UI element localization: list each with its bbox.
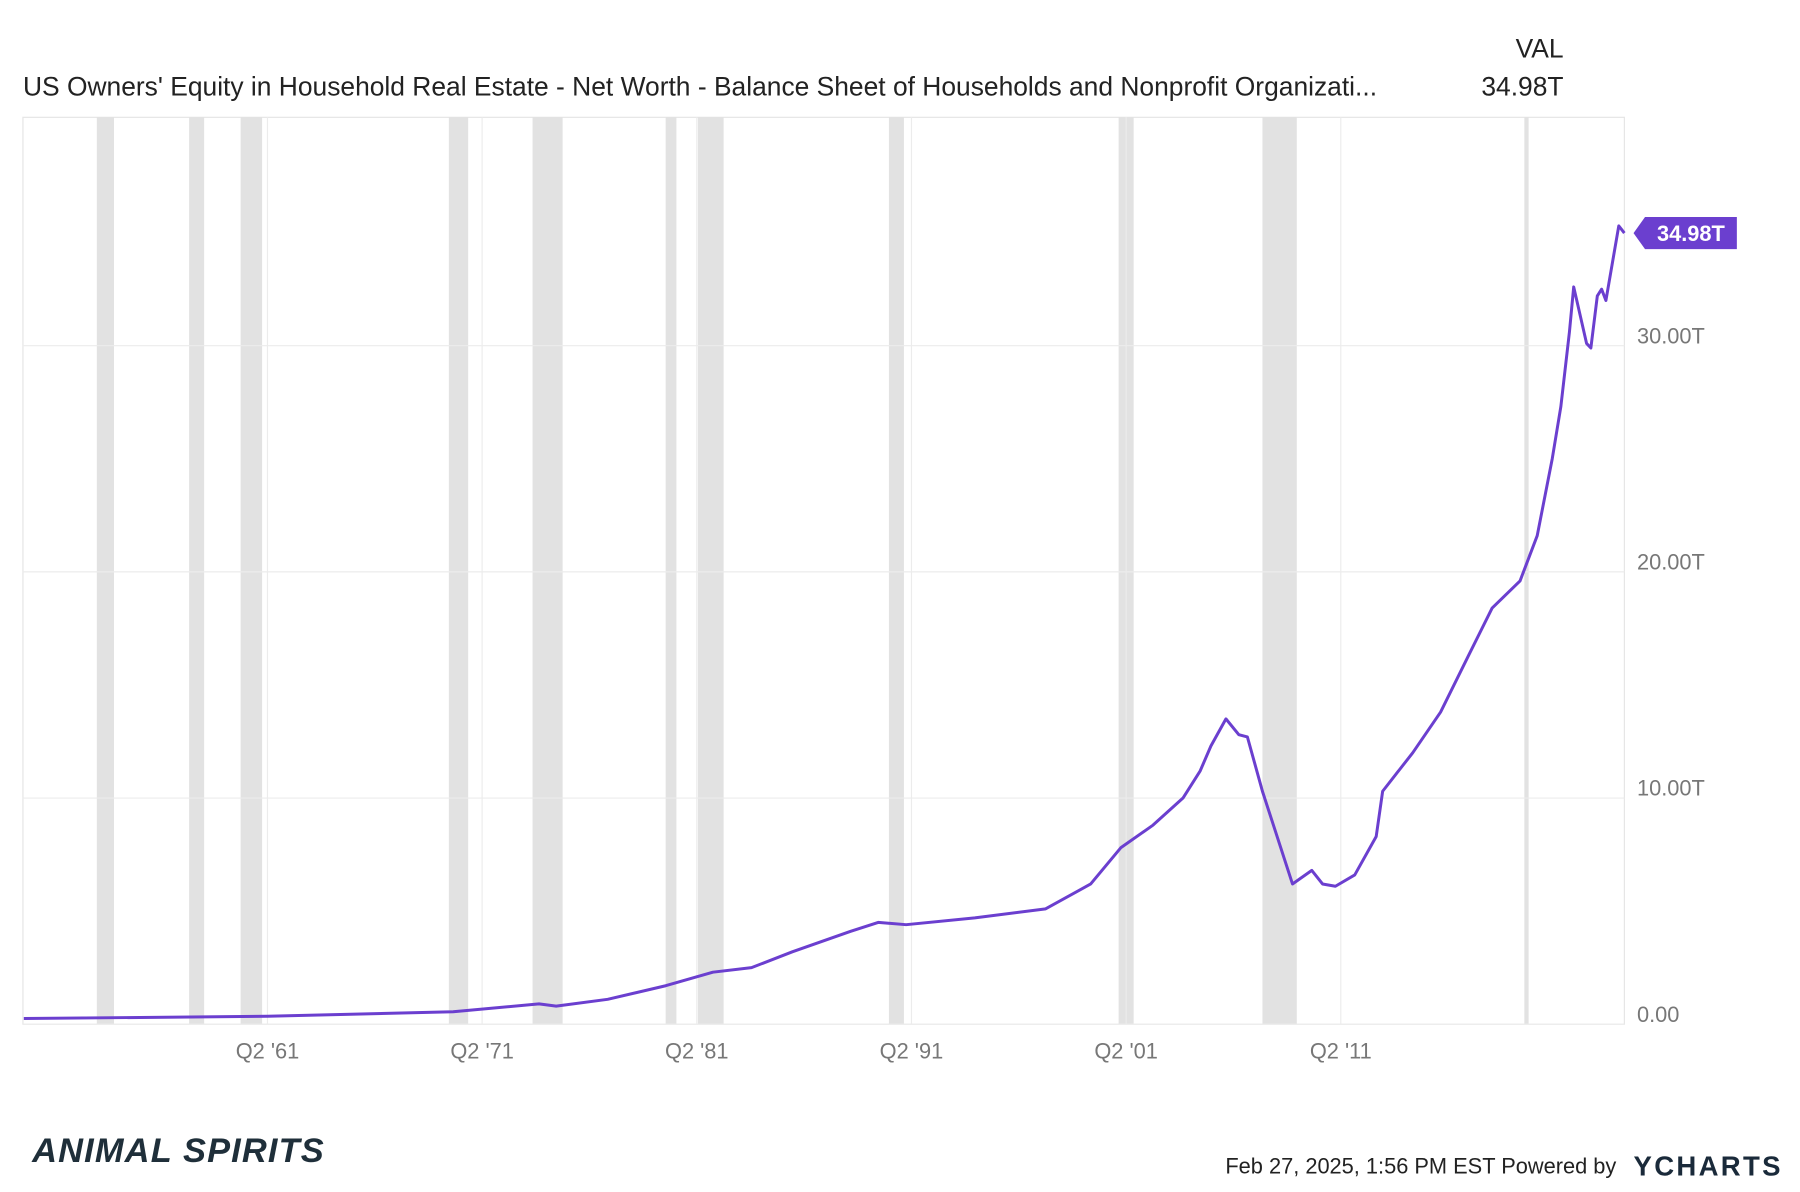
recession-band [240,117,263,1025]
y-tick-label: 0.00 [1637,1002,1679,1027]
recession-band [1524,117,1529,1025]
recession-band [189,117,205,1025]
watermark: ANIMAL SPIRITS [31,1132,325,1170]
end-badge [1633,217,1737,250]
header-column: VAL [1516,34,1564,64]
brand-logo: YCHARTS [1634,1151,1783,1182]
series-line [23,224,1626,1021]
plot-frame [22,116,1625,1025]
recession-band [665,117,677,1025]
x-tick-label: Q2 '81 [665,1039,729,1064]
x-tick-label: Q2 '71 [450,1039,514,1064]
header-value: 34.98T [1481,71,1563,101]
x-tick-label: Q2 '61 [236,1039,300,1064]
x-tick-label: Q2 '11 [1310,1039,1372,1064]
end-label: 34.98T [1657,221,1726,246]
x-tick-label: Q2 '91 [880,1039,944,1064]
legend-series-name: US Owners' Equity in Household Real Esta… [23,71,1377,101]
recession-band [96,117,114,1025]
y-tick-label: 20.00T [1637,550,1705,575]
x-tick-label: Q2 '01 [1094,1039,1158,1064]
recession-band [1262,117,1297,1025]
recession-band [697,117,724,1025]
recession-band [448,117,469,1025]
recession-band [888,117,904,1025]
timestamp: Feb 27, 2025, 1:56 PM EST Powered by [1225,1153,1616,1178]
recession-band [532,117,563,1025]
y-tick-label: 10.00T [1637,776,1705,801]
y-tick-label: 30.00T [1637,323,1705,348]
